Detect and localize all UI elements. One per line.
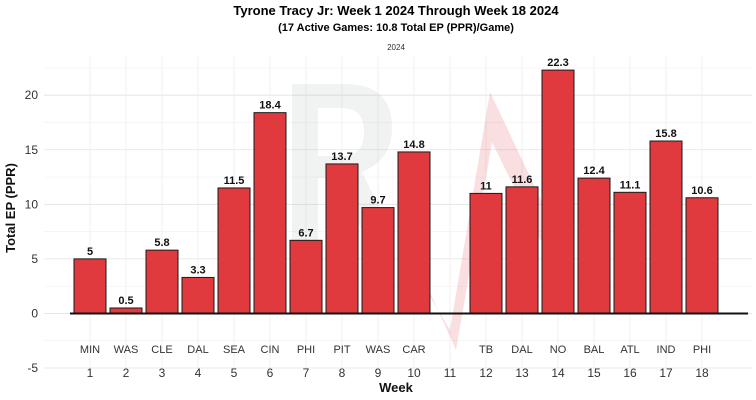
chart-title: Tyrone Tracy Jr: Week 1 2024 Through Wee… — [233, 3, 559, 18]
data-label: 18.4 — [259, 100, 281, 112]
opponent-label: NO — [550, 344, 567, 356]
y-tick-label: 0 — [31, 306, 38, 320]
bar — [145, 249, 179, 314]
x-tick-label: 4 — [195, 366, 202, 380]
y-tick-label: 5 — [31, 252, 38, 266]
x-tick-label: 13 — [515, 366, 529, 380]
watermark-zigzag — [408, 92, 560, 350]
opponent-label: PIT — [333, 344, 350, 356]
opponent-label: SEA — [223, 344, 246, 356]
bar — [397, 151, 431, 314]
bar — [469, 192, 503, 314]
bar — [361, 207, 395, 314]
data-label: 5.8 — [154, 237, 169, 249]
opponent-label: TB — [479, 344, 493, 356]
data-label: 6.7 — [298, 227, 313, 239]
data-label: 11 — [480, 180, 492, 192]
bar — [577, 177, 611, 314]
watermark-logo — [292, 84, 560, 350]
y-tick-label: 10 — [25, 197, 39, 211]
x-tick-label: 10 — [407, 366, 421, 380]
chart-subtitle: (17 Active Games: 10.8 Total EP (PPR)/Ga… — [278, 22, 514, 34]
x-tick-label: 1 — [87, 366, 94, 380]
bar — [181, 276, 215, 314]
facet-label: 2024 — [387, 43, 405, 52]
bar — [73, 258, 107, 314]
opponent-label: ATL — [620, 344, 639, 356]
x-tick-label: 9 — [375, 366, 382, 380]
y-tick-label: 20 — [25, 88, 39, 102]
data-label: 5 — [87, 246, 93, 258]
y-axis-title: Total EP (PPR) — [3, 163, 18, 253]
x-tick-label: 18 — [695, 366, 709, 380]
x-tick-label: 16 — [623, 366, 637, 380]
bar — [253, 112, 287, 314]
plot-area: -50510152050.55.83.311.518.46.713.79.714… — [25, 57, 752, 380]
bar — [217, 187, 251, 314]
opponent-label: BAL — [584, 344, 605, 356]
data-label: 11.5 — [224, 175, 245, 187]
x-axis-title: Week — [379, 380, 413, 395]
opponent-label: CLE — [151, 344, 172, 356]
x-tick-label: 3 — [159, 366, 166, 380]
opponent-label: CIN — [261, 344, 280, 356]
watermark-letter — [292, 84, 395, 240]
data-label: 14.8 — [403, 139, 424, 151]
data-label: 3.3 — [190, 264, 205, 276]
x-tick-label: 8 — [339, 366, 346, 380]
x-tick-label: 5 — [231, 366, 238, 380]
bar — [649, 140, 683, 314]
bar — [613, 191, 647, 314]
opponent-label: MIN — [80, 344, 100, 356]
opponent-label: CAR — [402, 344, 425, 356]
opponent-label: DAL — [511, 344, 532, 356]
opponent-label: PHI — [297, 344, 315, 356]
x-tick-label: 17 — [659, 366, 673, 380]
data-label: 13.7 — [331, 151, 352, 163]
x-tick-label: 11 — [444, 366, 457, 380]
bar — [289, 239, 323, 314]
x-tick-label: 2 — [123, 366, 130, 380]
bar — [685, 197, 719, 314]
x-tick-label: 6 — [267, 366, 274, 380]
opponent-label: WAS — [366, 344, 391, 356]
x-tick-label: 15 — [587, 366, 601, 380]
data-label: 0.5 — [118, 295, 133, 307]
x-tick-label: 12 — [479, 366, 493, 380]
x-tick-label: 14 — [551, 366, 565, 380]
x-tick-label: 7 — [303, 366, 310, 380]
opponent-label: DAL — [187, 344, 208, 356]
bar — [505, 186, 539, 314]
data-label: 15.8 — [655, 128, 676, 140]
bar — [325, 163, 359, 314]
opponent-label: PHI — [693, 344, 711, 356]
y-tick-label: -5 — [27, 361, 38, 375]
data-label: 10.6 — [691, 185, 712, 197]
data-label: 11.6 — [512, 174, 533, 186]
data-label: 11.1 — [620, 179, 641, 191]
data-label: 22.3 — [547, 57, 568, 69]
opponent-label: IND — [657, 344, 676, 356]
y-tick-label: 15 — [25, 143, 39, 157]
data-label: 9.7 — [370, 195, 385, 207]
bar — [541, 69, 575, 314]
opponent-label: WAS — [114, 344, 139, 356]
data-label: 12.4 — [583, 165, 605, 177]
